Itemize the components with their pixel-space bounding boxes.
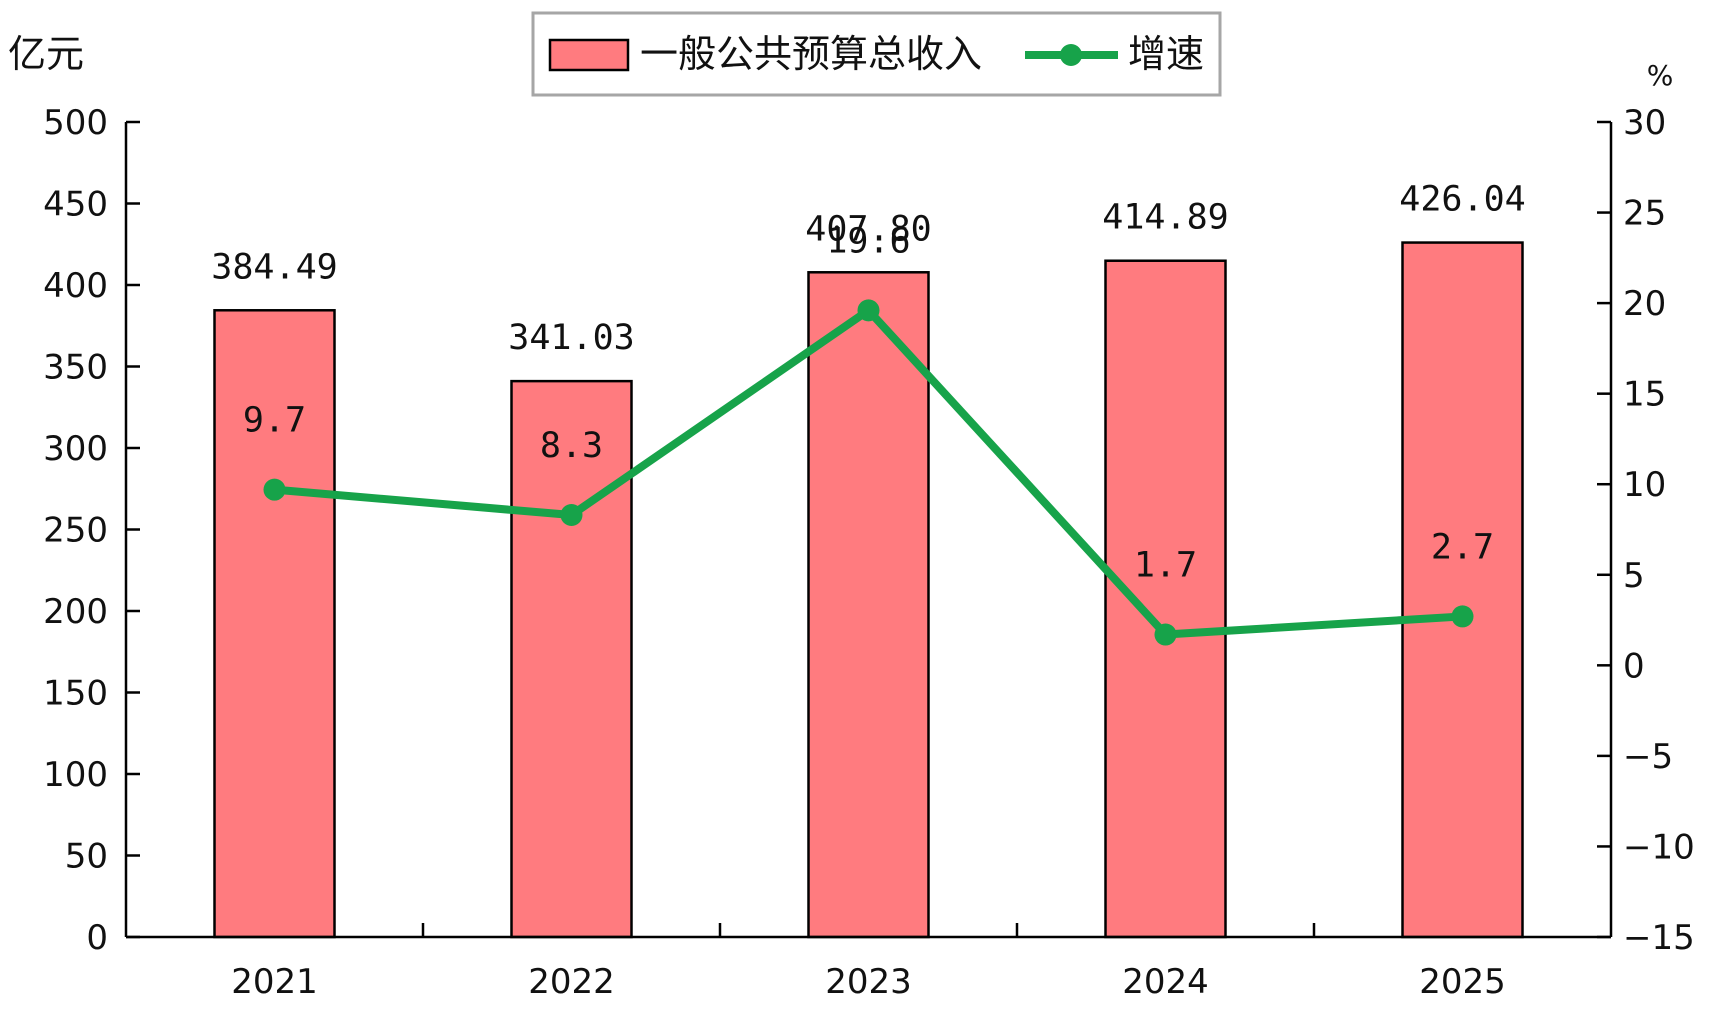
bar-value-label-2025: 426.04 [1399,180,1525,220]
growth-value-label-2024: 1.7 [1134,546,1197,586]
left-tick-label-50: 50 [65,837,108,877]
right-tick-label-6: 15 [1623,375,1666,415]
left-tick-label-250: 250 [43,511,108,551]
legend-line-label: 增速 [1128,32,1204,76]
right-axis-unit: % [1647,59,1674,92]
bar-value-label-2021: 384.49 [211,247,337,287]
bar-2024 [1104,259,1227,939]
x-tick-label-2021: 2021 [231,962,318,1002]
left-tick-label-200: 200 [43,592,108,632]
left-tick-label-100: 100 [43,755,108,795]
right-tick-label-3: 0 [1623,646,1645,686]
left-tick-label-300: 300 [43,429,108,469]
left-tick-label-350: 350 [43,348,108,388]
left-tick-label-0: 0 [86,918,108,958]
x-tick-label-2024: 2024 [1122,962,1209,1002]
growth-point-2021 [263,478,286,501]
legend-line-marker [1060,44,1082,66]
growth-value-label-2021: 9.7 [243,401,306,441]
bar-value-label-2022: 341.03 [508,318,634,358]
right-tick-label-1: −10 [1623,827,1695,867]
growth-value-label-2023: 19.6 [826,221,910,261]
bar-2023 [807,271,930,939]
right-tick-label-4: 5 [1623,556,1645,596]
bar-value-label-2023: 407.80 [805,209,931,249]
growth-point-2023 [857,299,880,322]
growth-point-2022 [560,504,583,527]
right-tick-label-8: 25 [1623,194,1666,234]
x-tick-label-2022: 2022 [528,962,615,1002]
growth-value-label-2025: 2.7 [1431,527,1494,567]
right-tick-label-2: −5 [1623,737,1673,777]
bar-value-label-2024: 414.89 [1102,198,1228,238]
legend-bar-label: 一般公共预算总收入 [640,32,982,76]
right-tick-label-7: 20 [1623,284,1666,324]
left-tick-label-400: 400 [43,266,108,306]
left-axis-unit: 亿元 [8,32,84,76]
legend: 一般公共预算总收入 增速 [531,11,1222,97]
right-tick-label-5: 10 [1623,465,1666,505]
x-tick-label-2025: 2025 [1419,962,1506,1002]
right-tick-label-9: 30 [1623,103,1666,143]
left-tick-label-150: 150 [43,674,108,714]
left-tick-label-450: 450 [43,185,108,225]
left-tick-label-500: 500 [43,103,108,143]
bar-2025 [1401,241,1524,939]
legend-bar-swatch [548,38,630,72]
growth-value-label-2022: 8.3 [540,426,603,466]
right-tick-label-0: −15 [1623,918,1695,958]
bar-2021 [213,309,336,939]
x-tick-label-2023: 2023 [825,962,912,1002]
growth-point-2024 [1154,623,1177,646]
growth-point-2025 [1451,605,1474,628]
